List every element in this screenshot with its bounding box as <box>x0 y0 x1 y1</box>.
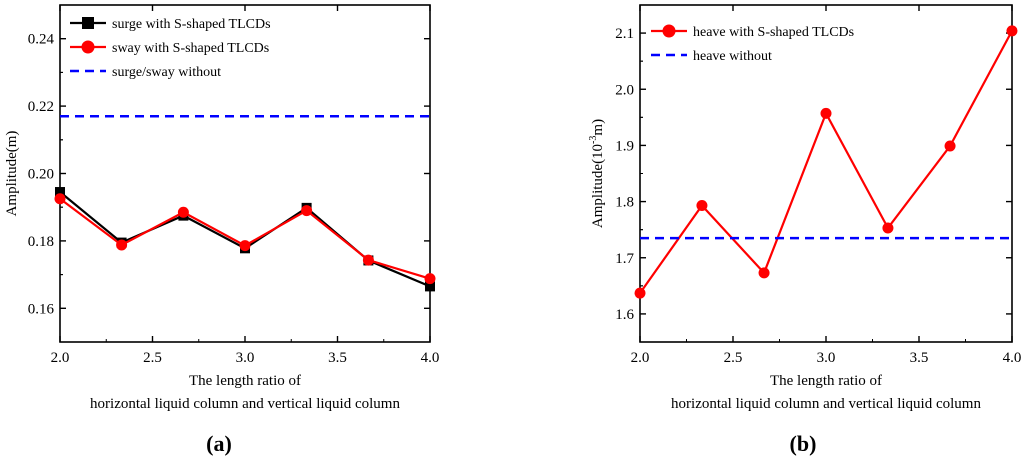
y-axis-title-superscript: -3 <box>588 136 599 144</box>
data-point-circle <box>758 267 770 279</box>
x-axis-title-line: horizontal liquid column and vertical li… <box>90 396 400 412</box>
x-tick-label: 2.5 <box>724 350 743 366</box>
panel-label: (b) <box>790 431 817 456</box>
y-tick-label: 2.0 <box>615 82 634 98</box>
data-point-circle <box>696 200 708 212</box>
data-point-circle <box>634 287 646 299</box>
legend-marker-circle <box>662 24 676 38</box>
legend-marker-square <box>82 17 94 29</box>
y-tick-label: 1.7 <box>615 251 634 267</box>
y-axis-title-suffix: m) <box>590 119 606 136</box>
x-axis-title-line: The length ratio of <box>770 373 882 389</box>
x-tick-label: 3.0 <box>817 350 836 366</box>
chart-panel-a: 2.0 2.5 3.0 3.5 4.0 0.16 0.18 0.20 0.22 0.24 The l… <box>4 4 440 456</box>
data-point-circle <box>54 193 66 205</box>
x-tick-label: 3.0 <box>236 350 255 366</box>
data-point-circle <box>362 254 374 266</box>
x-tick-label: 4.0 <box>421 350 440 366</box>
y-axis-title: Amplitude(10-3m) <box>588 119 606 228</box>
y-tick-label: 0.18 <box>28 234 54 250</box>
data-point-square <box>425 281 435 292</box>
series-line-0 <box>639 30 1013 294</box>
legend-label: surge with S-shaped TLCDs <box>112 17 271 32</box>
legend-label: surge/sway without <box>112 65 221 80</box>
data-point-circle <box>301 205 313 217</box>
data-point-circle <box>424 273 436 285</box>
x-tick-label: 2.0 <box>631 350 650 366</box>
data-point-square <box>55 187 65 198</box>
x-axis-title-line: horizontal liquid column and vertical li… <box>671 396 981 412</box>
x-tick-label: 2.0 <box>51 350 70 366</box>
x-tick-label: 2.5 <box>143 350 162 366</box>
y-tick-label: 0.16 <box>28 301 55 317</box>
x-tick-label: 3.5 <box>328 350 347 366</box>
x-tick-label: 4.0 <box>1003 350 1022 366</box>
y-tick-label: 2.1 <box>615 26 634 42</box>
data-point-circle <box>1006 25 1018 37</box>
y-tick-label: 0.20 <box>28 167 54 183</box>
y-tick-label: 0.22 <box>28 99 54 115</box>
legend-label: sway with S-shaped TLCDs <box>112 41 269 56</box>
panel-label: (a) <box>206 431 232 456</box>
data-point-circle <box>944 140 956 152</box>
data-point-circle <box>820 107 832 119</box>
y-tick-label: 1.8 <box>615 195 634 211</box>
legend-marker-circle <box>81 40 95 54</box>
y-axis-title-text: Amplitude(m) <box>4 131 20 217</box>
chart-panel-b: 2.0 2.5 3.0 3.5 4.0 1.6 1.7 1.8 1.9 2.0 2.1 The len… <box>588 4 1022 456</box>
x-tick-label: 3.5 <box>910 350 929 366</box>
y-axis-title-text: Amplitude(10 <box>590 144 606 228</box>
y-tick-label: 0.24 <box>28 32 55 48</box>
y-tick-label: 1.9 <box>615 138 634 154</box>
y-axis-title: Amplitude(m) <box>4 131 20 217</box>
x-axis-title-line: The length ratio of <box>189 373 301 389</box>
y-tick-label: 1.6 <box>615 307 634 323</box>
legend-label: heave with S-shaped TLCDs <box>693 25 854 40</box>
data-point-circle <box>177 206 189 218</box>
data-point-circle <box>239 240 251 252</box>
data-point-circle <box>882 222 894 234</box>
data-point-circle <box>116 239 128 251</box>
legend-label: heave without <box>693 49 772 64</box>
